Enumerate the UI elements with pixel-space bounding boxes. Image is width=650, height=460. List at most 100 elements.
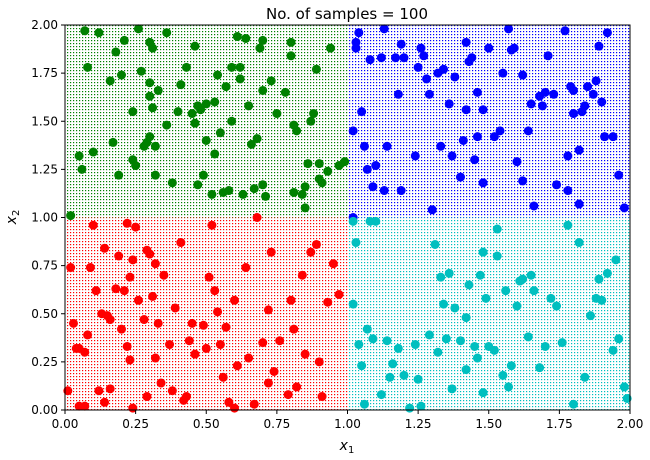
data-point bbox=[66, 211, 76, 221]
data-point bbox=[447, 384, 457, 394]
data-point bbox=[523, 126, 533, 136]
data-point bbox=[552, 301, 562, 311]
data-point bbox=[74, 151, 84, 161]
data-point bbox=[258, 180, 268, 190]
data-point bbox=[210, 149, 220, 159]
data-point bbox=[297, 270, 307, 280]
data-point bbox=[382, 336, 392, 346]
data-point bbox=[117, 324, 126, 334]
data-point bbox=[580, 101, 590, 111]
data-point bbox=[362, 324, 372, 334]
data-point bbox=[323, 297, 333, 307]
data-point bbox=[184, 336, 194, 346]
chart-title: No. of samples = 100 bbox=[266, 5, 428, 23]
y-axis-label: x2 bbox=[4, 210, 22, 226]
data-point bbox=[181, 62, 191, 72]
series-2 bbox=[63, 213, 344, 413]
data-point bbox=[540, 341, 550, 351]
data-point bbox=[122, 218, 132, 228]
data-point bbox=[393, 343, 403, 353]
data-point bbox=[526, 270, 536, 280]
data-point bbox=[416, 43, 426, 53]
data-point bbox=[569, 85, 578, 95]
data-point bbox=[201, 136, 211, 145]
data-point bbox=[148, 291, 158, 301]
data-point bbox=[422, 74, 432, 84]
data-point bbox=[190, 349, 200, 359]
data-point bbox=[354, 340, 364, 350]
data-point bbox=[193, 180, 203, 190]
data-point bbox=[543, 51, 553, 61]
data-point bbox=[563, 151, 573, 161]
data-point bbox=[379, 24, 389, 34]
data-point bbox=[328, 259, 338, 269]
data-point bbox=[326, 43, 336, 53]
data-point bbox=[292, 126, 302, 136]
data-point bbox=[300, 349, 310, 359]
data-point bbox=[235, 62, 245, 72]
data-point bbox=[340, 157, 350, 167]
x-axis-ticks: 0.00 0.25 0.50 0.75 1.00 1.25 1.50 1.75 2.00 bbox=[52, 410, 643, 431]
data-point bbox=[614, 170, 624, 180]
data-point bbox=[249, 399, 259, 409]
data-point bbox=[334, 290, 344, 299]
data-point bbox=[396, 39, 406, 49]
data-point bbox=[190, 41, 200, 51]
data-point bbox=[88, 220, 98, 230]
data-point bbox=[77, 164, 87, 174]
data-point bbox=[600, 132, 610, 142]
data-point bbox=[280, 87, 290, 97]
data-point bbox=[218, 372, 228, 382]
data-point bbox=[145, 78, 155, 88]
data-point bbox=[351, 238, 361, 248]
data-point bbox=[150, 170, 160, 180]
data-point bbox=[574, 238, 584, 248]
data-point bbox=[498, 370, 508, 380]
series-0 bbox=[66, 24, 350, 221]
data-point bbox=[297, 189, 307, 199]
data-point bbox=[170, 303, 180, 313]
data-point bbox=[506, 361, 516, 371]
y-tick-label: 1.00 bbox=[31, 211, 58, 225]
data-point bbox=[518, 70, 528, 80]
data-point bbox=[433, 347, 443, 357]
data-point bbox=[224, 397, 234, 407]
data-point bbox=[246, 139, 256, 149]
data-point bbox=[424, 330, 434, 340]
data-point bbox=[314, 159, 324, 169]
y-tick-label: 1.50 bbox=[31, 114, 58, 128]
data-point bbox=[230, 295, 239, 305]
data-point bbox=[85, 263, 95, 273]
data-point bbox=[232, 32, 242, 42]
data-point bbox=[261, 191, 271, 201]
data-point bbox=[574, 145, 584, 155]
data-point bbox=[83, 62, 93, 72]
data-point bbox=[311, 239, 321, 249]
data-point bbox=[439, 299, 449, 309]
x-tick-label: 0.00 bbox=[52, 417, 79, 431]
data-point bbox=[111, 47, 121, 57]
data-point bbox=[266, 76, 276, 86]
data-point bbox=[181, 392, 191, 402]
data-point bbox=[430, 239, 440, 249]
data-point bbox=[484, 43, 494, 53]
data-point bbox=[80, 347, 90, 357]
data-point bbox=[393, 89, 403, 99]
data-point bbox=[150, 353, 160, 363]
data-point bbox=[441, 334, 451, 344]
data-point bbox=[467, 53, 477, 63]
data-point bbox=[526, 99, 536, 109]
data-point bbox=[68, 318, 78, 328]
data-point bbox=[283, 390, 293, 400]
data-point bbox=[100, 397, 110, 407]
data-point bbox=[475, 270, 485, 280]
data-point bbox=[303, 159, 313, 169]
data-point bbox=[546, 293, 556, 303]
data-point bbox=[241, 263, 251, 273]
data-point bbox=[80, 26, 90, 36]
data-point bbox=[594, 41, 604, 51]
data-point bbox=[365, 55, 375, 65]
data-point bbox=[286, 51, 296, 61]
data-point bbox=[478, 105, 488, 115]
data-point bbox=[66, 263, 76, 273]
